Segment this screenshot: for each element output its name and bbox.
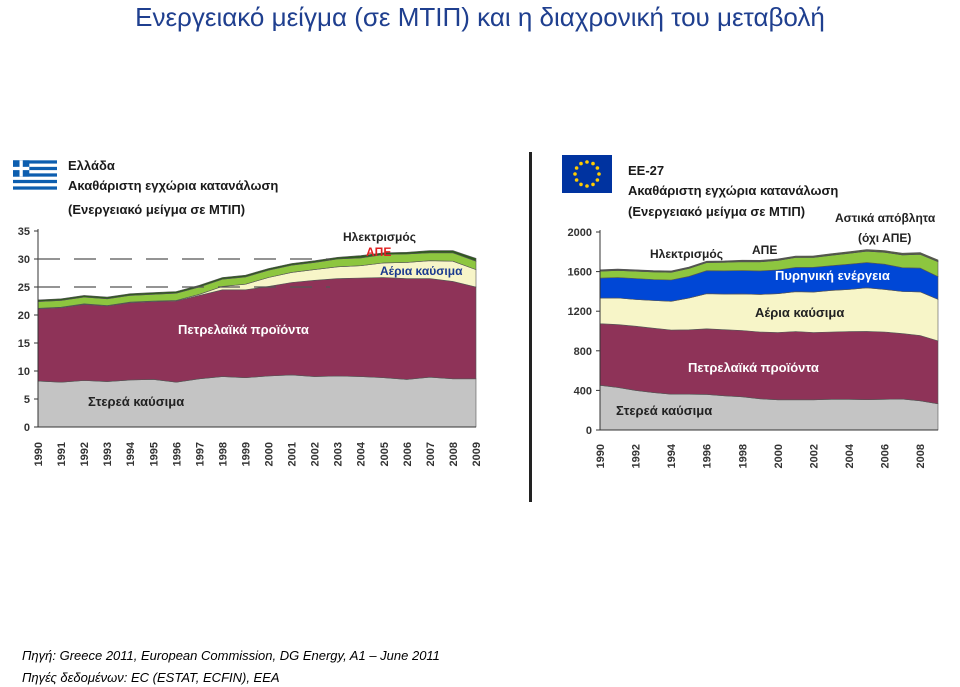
label-oil-products: Πετρελαϊκά προϊόντα (688, 360, 819, 375)
y-tick-label: 0 (24, 422, 30, 434)
data-sources-line: Πηγές δεδομένων: EC (ESTAT, ECFIN), EEA (22, 670, 280, 685)
eu27-area-chart: 0 400 800 1200 1600 2000 1990 1992 1994 1996 1998 2… (568, 211, 939, 468)
x-tick-label: 2000 (773, 444, 785, 468)
y-tick-label: 800 (574, 346, 592, 358)
y-tick-label: 1200 (568, 306, 592, 318)
area-series-7 (599, 249, 939, 272)
label-waste-non-res: (όχι ΑΠΕ) (858, 231, 911, 245)
label-waste: Αστικά απόβλητα (835, 211, 936, 225)
eu-flag-star (591, 182, 595, 187)
label-res: ΑΠΕ (366, 245, 391, 259)
eu-flag-star (579, 161, 583, 166)
x-tick-label: 2002 (310, 442, 322, 466)
y-tick-label: 400 (574, 385, 592, 397)
x-tick-label: 2000 (264, 442, 276, 466)
x-tick-label: 2005 (379, 442, 391, 466)
eu-flag-star (595, 166, 600, 170)
greece-chart-subtitle: (Ενεργειακό μείγμα σε ΜΤΙΠ) (68, 202, 246, 217)
x-tick-label: 1990 (33, 442, 45, 466)
slide-title: Ενεργειακό μείγμα (σε ΜΤΙΠ) και η διαχρο… (135, 2, 825, 32)
greece-chart-title: Ακαθάριστη εγχώρια κατανάλωση (68, 178, 279, 193)
x-tick-label: 1994 (125, 441, 137, 466)
x-tick-label: 1998 (217, 442, 229, 466)
y-tick-label: 25 (18, 282, 30, 294)
greece-flag-icon (13, 160, 57, 190)
eu-flag-star (579, 182, 583, 187)
label-electricity: Ηλεκτρισμός (650, 247, 723, 261)
eu-flag-star (585, 160, 589, 164)
x-tick-label: 1992 (79, 442, 91, 466)
x-tick-label: 2001 (287, 442, 299, 466)
eu27-chart-title: Ακαθάριστη εγχώρια κατανάλωση (628, 183, 839, 198)
greece-chart-country: Ελλάδα (68, 158, 115, 173)
label-solid-fuels: Στερεά καύσιμα (88, 394, 184, 409)
panel-divider (529, 152, 532, 502)
x-tick-label: 1994 (666, 443, 678, 468)
eu-flag-star (574, 166, 579, 170)
y-tick-label: 20 (18, 310, 30, 322)
eu-flag-star (585, 184, 589, 188)
x-tick-label: 1995 (148, 442, 160, 466)
label-oil-products: Πετρελαϊκά προϊόντα (178, 322, 309, 337)
greece-area-chart: 0 5 10 15 20 25 30 35 1990 1991 1992 1993 1994 1995 19… (18, 226, 483, 466)
y-tick-label: 10 (18, 366, 30, 378)
x-tick-label: 2006 (402, 442, 414, 466)
eu-flag-star (597, 172, 601, 176)
y-tick-label: 1600 (568, 267, 592, 279)
x-tick-label: 1990 (595, 444, 607, 468)
x-tick-label: 2006 (880, 444, 892, 468)
eu27-chart-subtitle: (Ενεργειακό μείγμα σε ΜΤΙΠ) (628, 204, 806, 219)
label-electricity: Ηλεκτρισμός (343, 230, 416, 244)
x-tick-label: 1991 (56, 442, 68, 466)
x-tick-label: 1997 (194, 442, 206, 466)
label-res: ΑΠΕ (752, 243, 777, 257)
x-tick-label: 2004 (844, 443, 856, 468)
y-tick-label: 0 (586, 425, 592, 437)
label-solid-fuels: Στερεά καύσιμα (616, 403, 712, 418)
x-tick-label: 1999 (240, 442, 252, 466)
x-tick-label: 1996 (171, 442, 183, 466)
x-tick-label: 2002 (808, 444, 820, 468)
eu-flag-star (595, 178, 600, 182)
x-tick-label: 1996 (702, 444, 714, 468)
source-line: Πηγή: Greece 2011, European Commission, … (22, 648, 440, 663)
greece-chart-panel: Ελλάδα Ακαθάριστη εγχώρια κατανάλωση (Εν… (0, 150, 490, 490)
y-tick-label: 5 (24, 394, 30, 406)
x-tick-label: 2008 (448, 442, 460, 466)
label-gas-fuels: Αέρια καύσιμα (380, 264, 463, 278)
x-tick-label: 2003 (333, 442, 345, 466)
eu-flag-icon (562, 155, 612, 193)
label-nuclear: Πυρηνική ενέργεια (775, 268, 890, 283)
y-tick-label: 15 (18, 338, 30, 350)
x-tick-label: 2009 (471, 442, 483, 466)
eu27-chart-panel: ΕΕ-27 Ακαθάριστη εγχώρια κατανάλωση (Ενε… (540, 150, 960, 490)
eu27-chart-country: ΕΕ-27 (628, 163, 665, 178)
y-tick-label: 35 (18, 226, 30, 238)
eu-flag-star (591, 161, 595, 166)
label-gas-fuels: Αέρια καύσιμα (755, 305, 844, 320)
x-tick-label: 2004 (356, 441, 368, 466)
x-tick-label: 1993 (102, 442, 114, 466)
y-tick-label: 30 (18, 254, 30, 266)
y-tick-label: 2000 (568, 227, 592, 239)
x-tick-label: 1992 (631, 444, 643, 468)
eu-flag-star (574, 178, 579, 182)
eu-flag-star (573, 172, 577, 176)
x-tick-label: 2007 (425, 442, 437, 466)
x-tick-label: 1998 (737, 444, 749, 468)
x-tick-label: 2008 (915, 444, 927, 468)
